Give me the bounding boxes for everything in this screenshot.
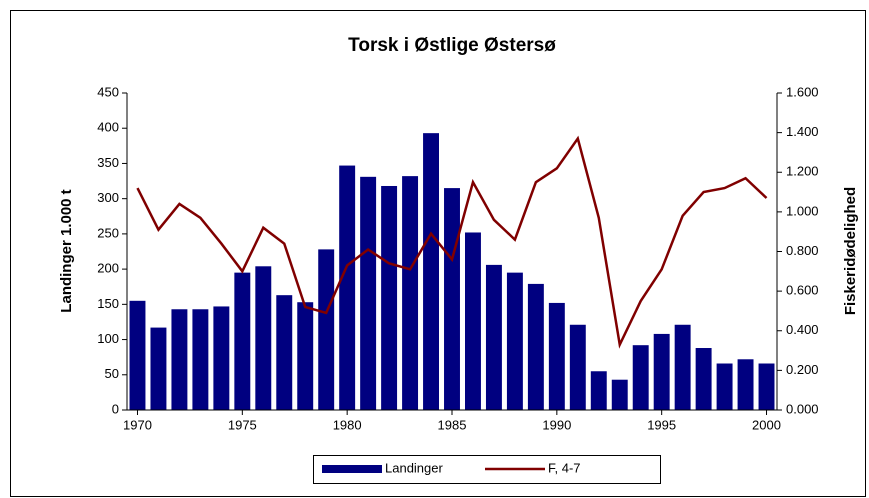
x-tick-label: 1985 [438, 417, 467, 432]
y2-tick-label: 1.000 [786, 203, 819, 218]
bar [695, 348, 712, 410]
bar [297, 302, 314, 410]
y-tick-label: 250 [97, 225, 119, 240]
y2-tick-label: 0.400 [786, 322, 819, 337]
y2-tick-label: 0.200 [786, 362, 819, 377]
y2-tick-label: 0.800 [786, 243, 819, 258]
bar [444, 188, 460, 410]
y-tick-label: 300 [97, 190, 119, 205]
x-tick-label: 1995 [647, 417, 676, 432]
bar [758, 363, 775, 410]
bar [423, 133, 439, 411]
bar [213, 306, 230, 410]
bar [590, 371, 607, 410]
y2-axis-label: Fiskeridødelighed [842, 187, 859, 315]
legend-label: Landinger [385, 460, 443, 475]
y-tick-label: 450 [97, 84, 119, 99]
bar [171, 309, 188, 410]
bar [527, 283, 544, 410]
x-tick-label: 1990 [542, 417, 571, 432]
y2-tick-label: 0.000 [786, 401, 819, 416]
bar [192, 309, 209, 410]
y-tick-label: 350 [97, 155, 119, 170]
bar [402, 176, 419, 410]
bar [611, 379, 628, 410]
bar [506, 272, 523, 410]
bar [465, 232, 481, 410]
bar [276, 295, 293, 410]
bar [548, 302, 565, 410]
x-tick-label: 1980 [333, 417, 362, 432]
bar [737, 359, 754, 410]
bar [632, 345, 649, 410]
x-tick-label: 1975 [228, 417, 257, 432]
y-tick-label: 400 [97, 120, 119, 135]
legend-swatch [322, 465, 382, 473]
y-tick-label: 200 [97, 261, 119, 276]
y2-tick-label: 1.400 [786, 124, 819, 139]
y-tick-label: 150 [97, 296, 119, 311]
y2-tick-label: 1.200 [786, 164, 819, 179]
x-tick-label: 2000 [752, 417, 781, 432]
bar [129, 300, 146, 410]
y-tick-label: 100 [97, 331, 119, 346]
bar [485, 264, 502, 410]
bar [360, 176, 377, 410]
bar [653, 333, 670, 410]
bar [318, 249, 335, 410]
x-tick-label: 1970 [123, 417, 152, 432]
line [136, 135, 768, 349]
y2-tick-label: 1.600 [786, 84, 819, 99]
bar [255, 266, 272, 410]
bar [150, 327, 167, 410]
y-tick-label: 0 [112, 401, 119, 416]
legend-label: F, 4-7 [548, 460, 581, 475]
bar [674, 324, 691, 410]
bar [339, 165, 356, 410]
y-axis-label: Landinger 1.000 t [58, 189, 75, 312]
chart-title: Torsk i Østlige Østersø [348, 35, 556, 56]
bar [234, 272, 251, 410]
bar [716, 363, 733, 410]
y2-tick-label: 0.600 [786, 283, 819, 298]
bar [381, 185, 398, 410]
y-tick-label: 50 [105, 366, 119, 381]
bar [569, 324, 586, 410]
